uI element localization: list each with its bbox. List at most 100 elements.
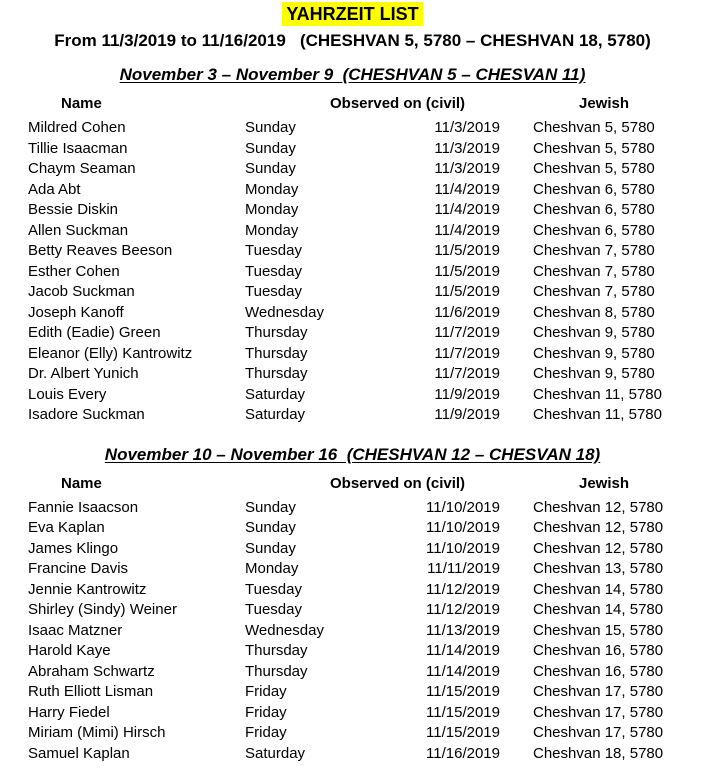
table-row: Bessie Diskin Monday 11/4/2019 Cheshvan 6, … [0, 200, 705, 221]
day-cell: Thursday [245, 662, 308, 680]
table-row: Louis Every Saturday 11/9/2019 Cheshvan 11,… [0, 385, 705, 406]
day-cell: Wednesday [245, 621, 324, 639]
name-cell: James Klingo [28, 539, 119, 557]
day-cell: Saturday [245, 406, 306, 423]
jewish-date-cell: Cheshvan 6, 5780 [533, 221, 655, 239]
day-cell: Wednesday [245, 303, 324, 321]
civil-date-cell: 11/15/2019 [426, 724, 500, 741]
name-cell: Francine Davis [28, 560, 129, 577]
name-cell: Isaac Matzner [28, 621, 123, 639]
table-row: Fannie Isaacson Sunday 11/10/2019 Cheshvan … [0, 498, 705, 519]
day-cell: Thursday [245, 324, 308, 341]
jewish-date-cell: Cheshvan 7, 5780 [533, 242, 655, 259]
name-cell: Jacob Suckman [28, 283, 135, 300]
column-header-row: Name Observed on (civil) Jewish [0, 474, 705, 492]
jewish-date-cell: Cheshvan 5, 5780 [533, 160, 655, 177]
jewish-date-cell: Cheshvan 5, 5780 [533, 139, 655, 157]
jewish-date-cell: Cheshvan 14, 5780 [533, 580, 664, 598]
table-row: Isadore Suckman Saturday 11/9/2019 Cheshvan… [0, 405, 705, 426]
jewish-date-cell: Cheshvan 12, 5780 [533, 519, 664, 536]
jewish-date-cell: Cheshvan 18, 5780 [533, 744, 664, 762]
jewish-date-cell: Cheshvan 16, 5780 [533, 662, 664, 680]
day-cell: Friday [245, 724, 287, 741]
rows: Mildred Cohen Sunday 11/3/2019 Cheshvan 5, … [0, 118, 705, 426]
col-header-jewish: Jewish [579, 474, 630, 492]
col-header-name: Name [61, 474, 102, 492]
civil-date-cell: 11/14/2019 [426, 662, 500, 680]
col-header-observed: Observed on (civil) [330, 474, 466, 492]
rows: Fannie Isaacson Sunday 11/10/2019 Cheshvan … [0, 498, 705, 765]
day-cell: Tuesday [245, 601, 302, 618]
week-section: November 3 – November 9 (CHESHVAN 5 – CH… [0, 64, 705, 426]
jewish-date-cell: Cheshvan 16, 5780 [533, 642, 664, 659]
week-section: November 10 – November 16 (CHESHVAN 12 –… [0, 444, 705, 765]
col-header-name: Name [61, 95, 102, 112]
table-row: Eleanor (Elly) Kantrowitz Thursday 11/7/20… [0, 344, 705, 365]
table-row: Esther Cohen Tuesday 11/5/2019 Cheshvan 7, … [0, 262, 705, 283]
day-cell: Monday [245, 221, 299, 239]
day-cell: Sunday [245, 519, 296, 536]
civil-date-cell: 11/4/2019 [434, 221, 500, 239]
table-row: Tillie Isaacman Sunday 11/3/2019 Cheshvan 5… [0, 139, 705, 160]
civil-date-cell: 11/10/2019 [426, 519, 500, 536]
day-cell: Thursday [245, 365, 308, 382]
day-cell: Tuesday [245, 283, 302, 300]
page-title: YAHRZEIT LIST [282, 2, 423, 26]
table-row: Mildred Cohen Sunday 11/3/2019 Cheshvan 5, … [0, 118, 705, 139]
civil-date-cell: 11/12/2019 [426, 601, 500, 618]
jewish-date-cell: Cheshvan 17, 5780 [533, 683, 664, 700]
jewish-date-cell: Cheshvan 12, 5780 [533, 498, 664, 516]
jewish-date-cell: Cheshvan 8, 5780 [533, 303, 655, 321]
name-cell: Abraham Schwartz [28, 662, 155, 680]
table-row: Samuel Kaplan Saturday 11/16/2019 Cheshvan … [0, 744, 705, 765]
jewish-date-cell: Cheshvan 7, 5780 [533, 283, 655, 300]
civil-date-cell: 11/11/2019 [427, 560, 500, 577]
jewish-date-cell: Cheshvan 6, 5780 [533, 201, 655, 218]
name-cell: Eva Kaplan [28, 519, 105, 536]
day-cell: Friday [245, 703, 287, 721]
civil-date-cell: 11/6/2019 [434, 303, 500, 321]
day-cell: Sunday [245, 160, 296, 177]
day-cell: Monday [245, 560, 299, 577]
section-heading: November 10 – November 16 (CHESHVAN 12 –… [104, 444, 601, 464]
jewish-date-cell: Cheshvan 6, 5780 [533, 180, 655, 198]
table-row: Joseph Kanoff Wednesday 11/6/2019 Cheshvan … [0, 303, 705, 324]
jewish-date-cell: Cheshvan 11, 5780 [533, 385, 662, 403]
name-cell: Ruth Elliott Lisman [28, 683, 154, 700]
jewish-date-cell: Cheshvan 9, 5780 [533, 324, 655, 341]
name-cell: Edith (Eadie) Green [28, 324, 161, 341]
day-cell: Saturday [245, 744, 306, 762]
jewish-date-cell: Cheshvan 17, 5780 [533, 703, 664, 721]
civil-date-cell: 11/10/2019 [426, 498, 500, 516]
name-cell: Louis Every [28, 385, 107, 403]
civil-date-cell: 11/9/2019 [434, 406, 500, 423]
name-cell: Miriam (Mimi) Hirsch [28, 724, 166, 741]
civil-date-cell: 11/5/2019 [434, 283, 500, 300]
jewish-date-cell: Cheshvan 15, 5780 [533, 621, 664, 639]
table-row: Allen Suckman Monday 11/4/2019 Cheshvan 6, … [0, 221, 705, 242]
table-row: Jennie Kantrowitz Tuesday 11/12/2019 Cheshv… [0, 580, 705, 601]
table-row: Isaac Matzner Wednesday 11/13/2019 Cheshvan… [0, 621, 705, 642]
jewish-date-cell: Cheshvan 9, 5780 [533, 365, 655, 382]
column-header-row: Name Observed on (civil) Jewish [0, 96, 705, 112]
name-cell: Allen Suckman [28, 221, 129, 239]
jewish-date-cell: Cheshvan 11, 5780 [533, 406, 662, 423]
civil-date-cell: 11/13/2019 [426, 621, 500, 639]
day-cell: Saturday [245, 385, 306, 403]
table-row: Chaym Seaman Sunday 11/3/2019 Cheshvan 5, 5… [0, 159, 705, 180]
sections-container: November 3 – November 9 (CHESHVAN 5 – CH… [0, 64, 705, 764]
jewish-date-cell: Cheshvan 9, 5780 [533, 344, 655, 362]
day-cell: Monday [245, 180, 299, 198]
name-cell: Chaym Seaman [28, 160, 136, 177]
civil-date-cell: 11/7/2019 [434, 365, 500, 382]
day-cell: Friday [245, 683, 287, 700]
name-cell: Mildred Cohen [28, 119, 126, 136]
name-cell: Betty Reaves Beeson [28, 242, 173, 259]
col-header-jewish: Jewish [579, 95, 630, 112]
civil-date-cell: 11/5/2019 [434, 242, 500, 259]
name-cell: Eleanor (Elly) Kantrowitz [28, 344, 193, 362]
day-cell: Sunday [245, 139, 296, 157]
civil-date-cell: 11/7/2019 [434, 344, 500, 362]
jewish-date-cell: Cheshvan 17, 5780 [533, 724, 664, 741]
table-row: Harold Kaye Thursday 11/14/2019 Cheshvan 16… [0, 641, 705, 662]
